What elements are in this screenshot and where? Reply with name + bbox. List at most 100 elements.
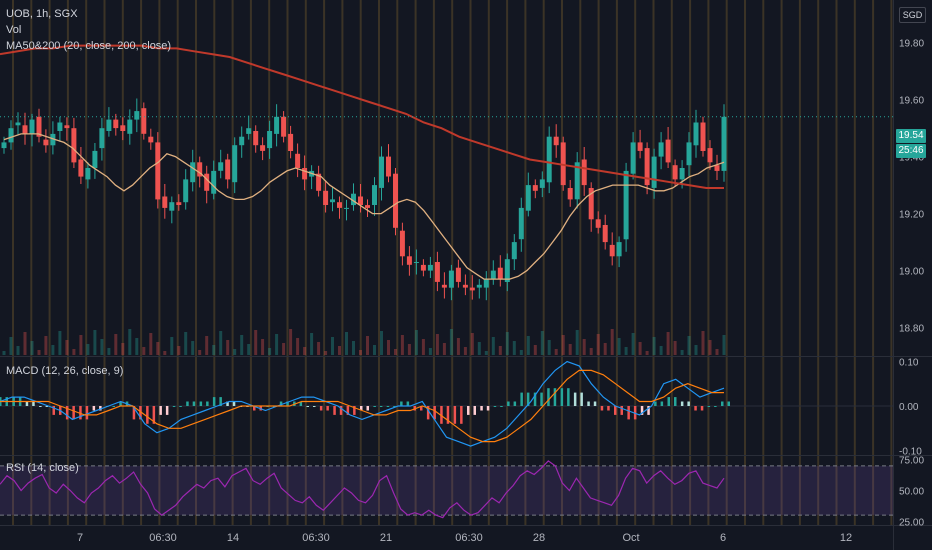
candle-body [637,142,643,151]
macd-histogram-bar [493,406,497,407]
volume-bar [177,346,181,355]
volume-legend[interactable]: Vol [6,24,22,36]
macd-histogram-bar [520,392,523,406]
macd-histogram-bar [32,401,35,406]
candle-body [672,165,678,180]
candle-body [630,142,636,174]
symbol-legend[interactable]: UOB, 1h, SGX [6,8,78,20]
session-marker [12,0,14,525]
macd-histogram-bar [393,406,396,407]
candle-body [288,133,294,151]
macd-histogram-bar [513,401,517,406]
rsi-legend[interactable]: RSI (14, close) [6,462,79,474]
session-marker [798,0,801,525]
macd-histogram-bar [319,406,323,411]
volume-bar [673,341,677,355]
candle-body [707,148,713,163]
volume-bar [345,332,348,355]
time-tick-label: 06:30 [149,532,177,544]
candle-body [623,170,629,240]
volume-bar [666,332,670,355]
volume-bar [310,333,314,355]
macd-legend[interactable]: MACD (12, 26, close, 9) [6,365,124,377]
macd-histogram-bar [172,406,176,407]
macd-histogram-bar [360,406,363,411]
session-marker [140,0,143,525]
macd-histogram-bar [400,401,403,406]
volume-bar [219,331,223,355]
candle-body [246,128,252,134]
session-marker [176,0,179,525]
macd-histogram-bar [540,392,543,406]
macd-histogram-bar [132,406,136,420]
macd-tick-label: 0.00 [899,402,919,413]
macd-histogram-bar [306,406,309,407]
session-marker [213,0,216,525]
session-marker [817,0,820,525]
volume-bar [338,346,341,355]
candle-body [386,156,391,177]
macd-histogram-bar [654,401,657,406]
candle-body [225,159,231,180]
macd-histogram-bar [593,401,597,406]
macd-histogram-bar [52,406,55,415]
volume-bar [212,345,216,355]
volume-bar [414,330,418,355]
candle-body [693,122,699,146]
macd-histogram-bar [573,392,577,406]
candle-body [490,270,496,280]
macd-histogram-bar [440,406,443,424]
rsi-tick-label: 75.00 [899,456,924,467]
session-marker [359,0,362,525]
candle-body [134,111,140,120]
volume-bar [114,334,118,355]
rsi-pane[interactable] [0,460,893,519]
session-marker [30,0,33,525]
candle-body [448,270,454,288]
macd-histogram-bar [286,401,289,406]
volume-bar [149,333,153,355]
volume-bar [86,344,90,355]
volume-bar [37,350,41,355]
macd-pane[interactable] [0,360,893,447]
time-tick-label: 21 [380,532,392,544]
currency-button[interactable]: SGD [899,7,926,23]
rsi-line [0,460,725,519]
macd-histogram-bar [206,401,209,406]
macd-histogram-bar [186,401,189,406]
axes: 18.80 19.00 19.20 19.40 19.60 19.80 -0.10 0.00 0… [77,39,925,544]
candle-body [721,116,727,171]
macd-histogram-bar [25,401,29,406]
volume-bar [624,347,628,355]
macd-histogram-bar [647,406,650,415]
candle-body [127,119,133,134]
ma-legend[interactable]: MA50&200 (20, close, 200, close) [6,40,172,52]
candle-body [462,284,468,288]
macd-tick-label: 0.10 [899,358,919,369]
candle-body [113,119,119,129]
session-marker [48,0,51,525]
volume-bar [498,346,502,355]
candle-body [679,168,685,180]
candle-body [15,122,21,126]
macd-histogram-bar [533,392,537,406]
volume-bar [142,347,146,355]
macd-histogram-bar [553,388,557,406]
price-pane[interactable] [0,44,893,355]
volume-bar [93,330,97,355]
candle-body [539,179,545,188]
candle-body [148,136,154,143]
candle-body [176,202,182,205]
candle-body [406,256,412,265]
macd-histogram-bar [580,392,583,406]
candle-body [525,185,531,211]
candle-body [344,207,349,209]
candle-body [22,125,28,134]
macd-histogram-bar [333,406,336,415]
volume-bar [603,343,607,355]
session-marker [487,0,490,525]
macd-histogram-bar [486,406,490,411]
countdown-badge: 25:46 [896,144,926,158]
